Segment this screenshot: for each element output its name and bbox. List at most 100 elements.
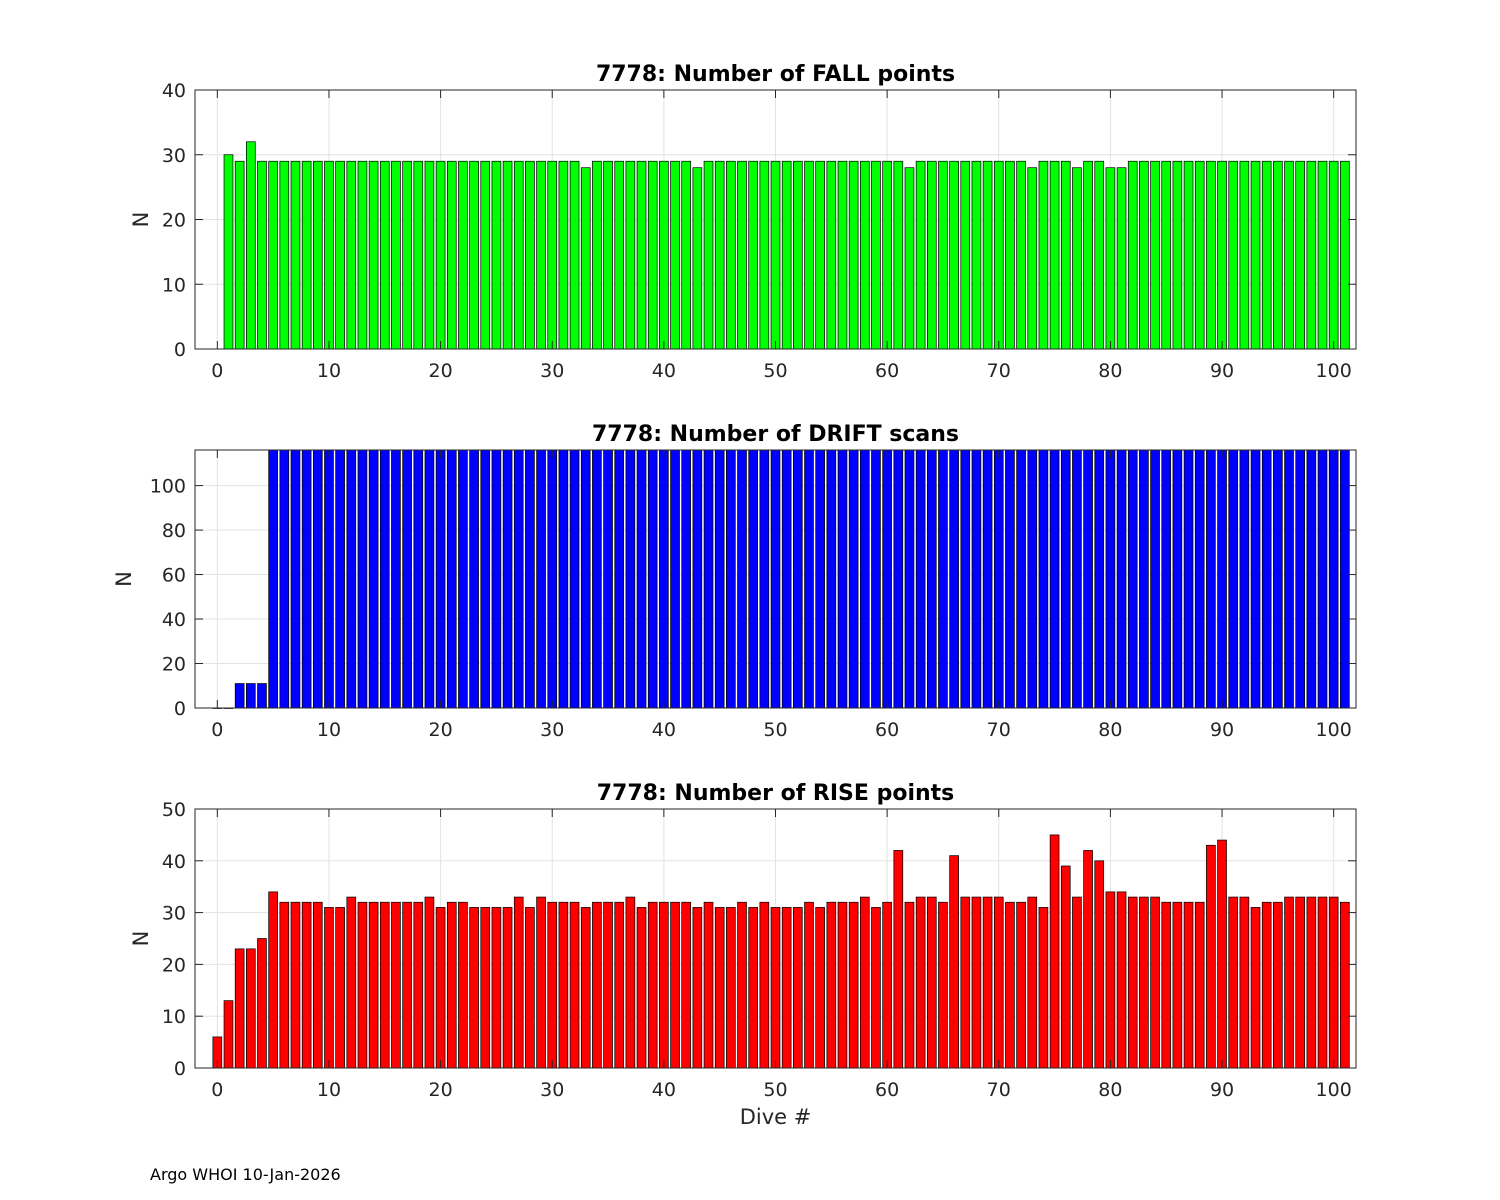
bar — [759, 449, 770, 709]
bar — [781, 160, 792, 350]
bar — [837, 160, 848, 350]
bar — [491, 907, 502, 1069]
bar — [982, 449, 993, 709]
bar — [1116, 891, 1127, 1069]
bar — [636, 907, 647, 1069]
bar — [960, 160, 971, 350]
bar — [346, 160, 357, 350]
bar — [379, 449, 390, 709]
bar — [1194, 449, 1205, 709]
bar — [592, 160, 602, 350]
bar — [659, 160, 669, 350]
bar — [915, 449, 926, 709]
bar — [525, 907, 535, 1069]
bar — [859, 896, 870, 1069]
x-tick-label: 100 — [1316, 719, 1352, 741]
bar — [402, 901, 412, 1069]
bar — [804, 160, 814, 350]
bar — [960, 896, 971, 1069]
bar — [502, 449, 513, 709]
bar — [413, 901, 424, 1069]
bar — [993, 449, 1004, 709]
bar — [904, 167, 915, 350]
bar — [714, 160, 725, 350]
bar — [614, 160, 625, 350]
x-tick-label: 10 — [317, 360, 341, 382]
bar — [446, 160, 457, 350]
bar — [234, 948, 245, 1069]
y-tick-label: 20 — [162, 954, 186, 976]
y-tick-label: 40 — [162, 851, 186, 873]
bar — [837, 901, 848, 1069]
bar — [1161, 449, 1172, 709]
bar — [1072, 896, 1082, 1069]
bar — [290, 449, 301, 709]
bar — [904, 901, 915, 1069]
bar — [480, 449, 491, 709]
bar — [446, 901, 457, 1069]
bar — [491, 160, 502, 350]
bar — [435, 449, 446, 709]
bar — [424, 160, 435, 350]
bar — [692, 907, 703, 1069]
y-axis-label: N — [112, 571, 136, 587]
bar — [257, 160, 267, 350]
bar — [435, 907, 446, 1069]
x-tick-label: 100 — [1316, 360, 1352, 382]
bar — [748, 160, 758, 350]
bar — [1016, 160, 1026, 350]
bar — [647, 160, 658, 350]
bar — [1183, 160, 1194, 350]
bar — [882, 160, 892, 350]
y-tick-label: 20 — [162, 654, 186, 676]
bar — [279, 160, 290, 350]
bar — [1127, 896, 1138, 1069]
bar — [1317, 160, 1328, 350]
bar — [1038, 160, 1049, 350]
bar — [659, 449, 669, 709]
bar — [1217, 449, 1227, 709]
bar — [346, 896, 357, 1069]
x-tick-label: 90 — [1210, 719, 1234, 741]
bar — [859, 160, 870, 350]
bar — [1038, 449, 1049, 709]
bar — [1261, 160, 1272, 350]
bar — [1027, 449, 1038, 709]
bar — [391, 901, 401, 1069]
bar — [1328, 449, 1339, 709]
bar — [1340, 449, 1350, 709]
bar — [1273, 449, 1283, 709]
bar — [737, 449, 747, 709]
bar — [413, 160, 424, 350]
bar — [1194, 901, 1205, 1069]
bar — [926, 896, 937, 1069]
bar — [1172, 901, 1183, 1069]
bar — [268, 449, 278, 709]
bar — [1273, 901, 1283, 1069]
bar — [938, 901, 948, 1069]
bar — [703, 901, 714, 1069]
x-tick-label: 60 — [875, 1079, 899, 1101]
x-tick-label: 80 — [1098, 360, 1122, 382]
x-tick-label: 80 — [1098, 719, 1122, 741]
bar — [848, 901, 859, 1069]
x-tick-label: 0 — [211, 1079, 223, 1101]
bar — [525, 160, 535, 350]
bar — [1250, 160, 1261, 350]
bar — [580, 449, 591, 709]
bar — [1049, 449, 1060, 709]
bar — [379, 901, 390, 1069]
bar — [703, 449, 714, 709]
bar — [670, 449, 680, 709]
bar — [859, 449, 870, 709]
bar — [324, 449, 334, 709]
bar — [1295, 896, 1305, 1069]
bar — [357, 160, 368, 350]
bar — [603, 160, 613, 350]
x-tick-label: 10 — [317, 1079, 341, 1101]
bar — [491, 449, 502, 709]
bar — [279, 901, 290, 1069]
bar — [1016, 901, 1026, 1069]
bar — [580, 167, 591, 350]
bar — [413, 449, 424, 709]
